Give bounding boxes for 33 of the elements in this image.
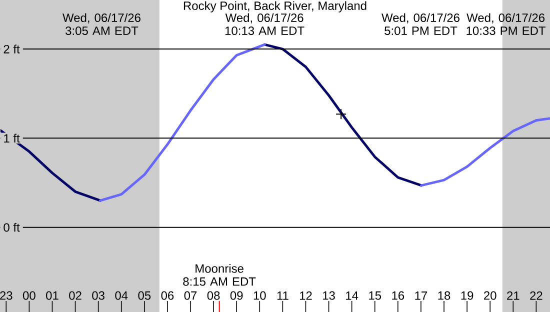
chart-title: Rocky Point, Back River, Maryland [184, 1, 366, 12]
annotation: Wed, 06/17/26 10:33 PM EDT [466, 13, 546, 36]
annotation: Wed, 06/17/26 5:01 PM EDT [382, 13, 460, 36]
x-tick-label: 15 [369, 291, 382, 300]
x-tick-label: 16 [392, 291, 404, 300]
x-tick-label: 19 [461, 291, 474, 300]
x-tick-label: 14 [346, 292, 358, 300]
y-tick-label: 2 ft [4, 44, 20, 54]
y-tick-label: 1 ft [4, 134, 20, 143]
x-tick-label: 01 [46, 291, 58, 300]
x-tick-label: 03 [92, 291, 104, 300]
x-tick-label: 07 [184, 291, 197, 300]
x-tick-label: 18 [438, 291, 450, 300]
x-tick-label: 17 [415, 292, 428, 300]
x-tick-label: 10 [254, 291, 266, 300]
x-tick-label: 04 [115, 291, 128, 300]
x-tick-label: 11 [277, 292, 288, 300]
x-tick-label: 20 [484, 291, 496, 300]
x-tick-label: 13 [323, 291, 335, 300]
annotation: Wed, 06/17/26 3:05 AM EDT [62, 13, 140, 36]
x-tick-label: 21 [507, 291, 520, 300]
x-tick-label: 00 [22, 291, 36, 300]
x-tick-label: 05 [138, 291, 151, 300]
x-tick-label: 08 [207, 291, 220, 300]
x-tick-label: 12 [300, 291, 312, 300]
annotation: Wed, 06/17/26 10:13 AM EDT [225, 13, 304, 36]
y-tick-label: 0 ft [4, 222, 20, 232]
x-tick-label: 02 [69, 291, 82, 300]
x-tick-label: 22 [530, 291, 542, 300]
ref-line-label: Moonrise 8:15 AM EDT [183, 264, 256, 286]
x-tick-label: 23 [0, 291, 12, 300]
x-tick-label: 09 [230, 291, 243, 300]
x-tick-label: 06 [161, 291, 174, 300]
